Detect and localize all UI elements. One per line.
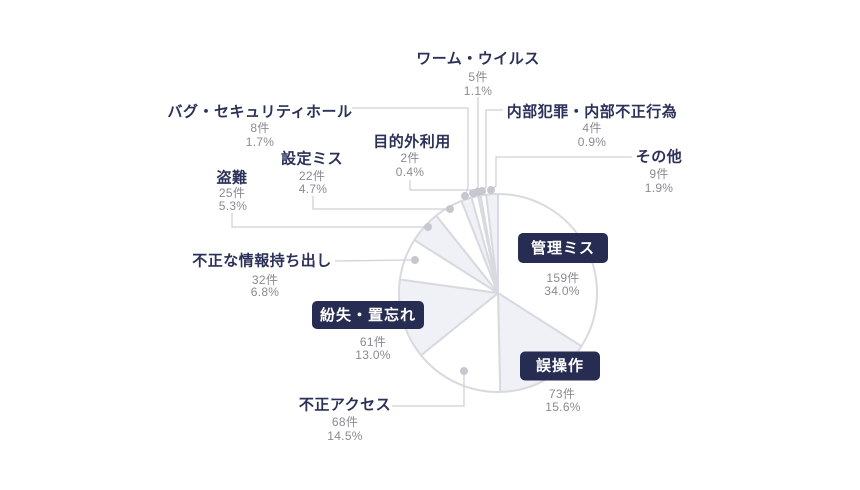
slice-label: 目的外利用 <box>373 133 451 151</box>
slice-count: 4件 <box>582 121 602 135</box>
slice-percent: 1.7% <box>245 135 275 149</box>
slice-label: 内部犯罪・内部不正行為 <box>506 103 678 121</box>
leader-line <box>491 156 632 190</box>
slice-label: その他 <box>635 148 683 166</box>
leader-line <box>482 109 503 191</box>
leader-dot <box>446 205 454 213</box>
leader-line <box>231 213 424 228</box>
slice-label: 不正アクセス <box>298 396 392 414</box>
leader-dot <box>424 223 432 231</box>
leader-dot <box>461 192 469 200</box>
leader-dot <box>478 187 486 195</box>
slice-count: 25件 <box>218 186 246 200</box>
pie-slice <box>485 193 499 294</box>
slice-count: 9件 <box>649 167 669 181</box>
slice-count: 73件 <box>548 387 576 401</box>
slice-badge: 誤操作 <box>520 351 600 381</box>
leader-line <box>473 97 479 192</box>
slice-percent: 1.1% <box>463 84 493 98</box>
slice-percent: 15.6% <box>545 400 581 414</box>
slice-percent: 0.4% <box>395 165 425 179</box>
slice-percent: 13.0% <box>355 348 391 362</box>
slice-count: 68件 <box>331 415 359 429</box>
leader-line <box>312 196 446 210</box>
slice-percent: 14.5% <box>327 429 363 443</box>
leader-line <box>409 180 474 191</box>
slice-label: バグ・セキュリティホール <box>167 103 353 121</box>
leader-line <box>334 259 412 262</box>
slice-percent: 0.9% <box>577 135 607 149</box>
leader-dot <box>460 367 468 375</box>
slice-count: 5件 <box>468 70 488 84</box>
leader-dot <box>411 256 419 264</box>
slice-count: 32件 <box>251 273 279 287</box>
slice-label: 不正な情報持ち出し <box>192 252 332 270</box>
pie-slice <box>420 292 502 393</box>
slice-count: 8件 <box>250 121 270 135</box>
leader-dot <box>487 186 495 194</box>
slice-badge: 紛失・置忘れ <box>312 301 424 329</box>
slice-label: 盗難 <box>216 169 248 187</box>
slice-percent: 5.3% <box>218 199 248 213</box>
slice-percent: 4.7% <box>298 182 328 196</box>
slice-count: 22件 <box>298 169 326 183</box>
slice-label: ワーム・ウイルス <box>416 50 540 68</box>
slice-percent: 34.0% <box>544 284 580 298</box>
slice-percent: 6.8% <box>250 285 280 299</box>
slice-count: 2件 <box>400 151 420 165</box>
slice-badge: 管理ミス <box>518 233 608 263</box>
slice-count: 61件 <box>359 335 387 349</box>
slice-count: 159件 <box>546 271 580 285</box>
slice-label: 設定ミス <box>280 150 344 168</box>
slice-percent: 1.9% <box>644 181 674 195</box>
leader-line <box>392 374 465 407</box>
